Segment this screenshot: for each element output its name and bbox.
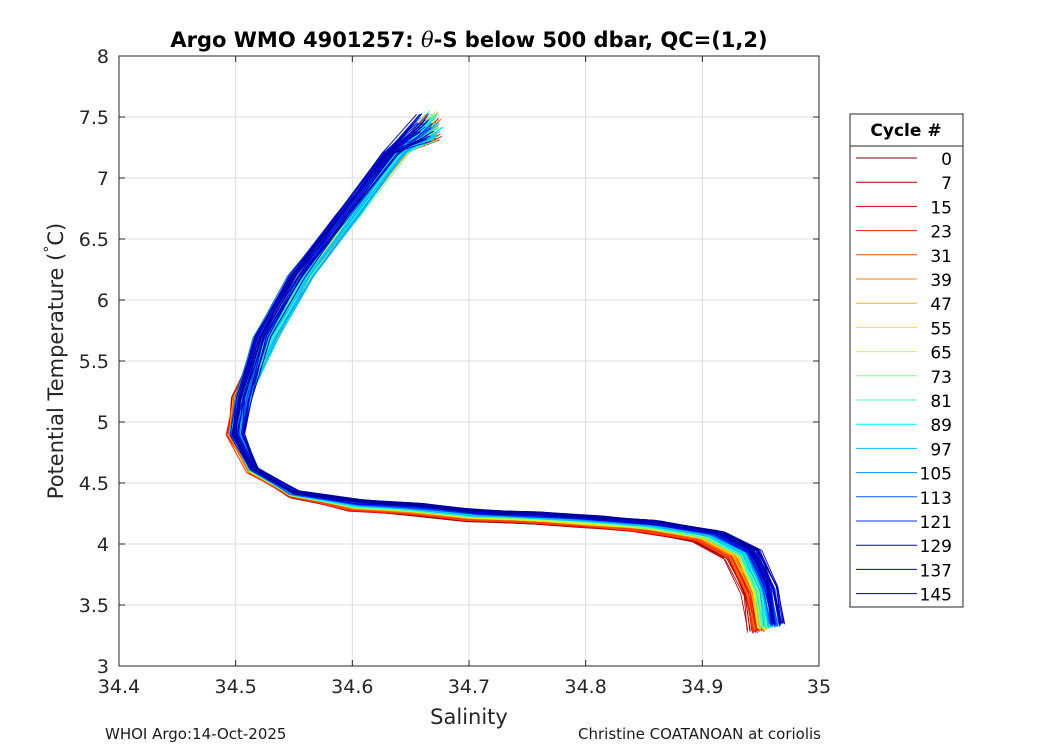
legend-label: 137 [920,561,952,581]
legend-label: 39 [930,271,952,291]
legend-label: 145 [920,586,952,606]
legend-label: 89 [930,416,952,436]
legend-label: 81 [930,392,952,412]
profile-lines [225,110,786,634]
y-tick-label: 3 [97,656,109,678]
x-tick-label: 34.6 [331,676,373,698]
y-tick-label: 4.5 [79,473,109,495]
y-tick-label: 7 [97,168,109,190]
legend: Cycle # 0 7 15 23 31 39 47 55 65 73 81 89 97 105 113 12… [849,113,964,608]
chart-title: Argo WMO 4901257: θ-S below 500 dbar, QC… [170,28,767,52]
y-tick-label: 5 [97,412,109,434]
legend-label: 65 [930,344,952,364]
legend-label: 23 [930,223,952,243]
x-tick-label: 34.4 [98,676,140,698]
x-tick-label: 34.9 [681,676,723,698]
legend-label: 121 [920,513,952,533]
legend-box [849,113,964,608]
x-tick-label: 35 [807,676,831,698]
y-tick-label: 6 [97,290,109,312]
y-tick-label: 7.5 [79,107,109,129]
legend-label: 105 [920,465,952,485]
axis-ticks: 34.4 34.5 34.6 34.7 34.8 34.9 35 3 3.5 4 4.5 5 5.5 6 6… [79,46,831,698]
x-axis-label: Salinity [430,705,508,729]
legend-label: 7 [941,174,952,194]
legend-label: 47 [930,295,952,315]
cycle-profile-line [234,122,785,624]
y-tick-label: 3.5 [79,595,109,617]
y-axis-label: Potential Temperature (°C) [42,223,68,499]
y-tick-label: 5.5 [79,351,109,373]
x-tick-label: 34.5 [215,676,257,698]
legend-title: Cycle # [870,121,941,141]
y-tick-label: 8 [97,46,109,68]
y-tick-label: 6.5 [79,229,109,251]
legend-label: 97 [930,440,952,460]
legend-label: 15 [930,198,952,218]
legend-label: 129 [920,537,952,557]
footer-author: Christine COATANOAN at coriolis [578,725,821,743]
y-tick-label: 4 [97,534,109,556]
x-tick-label: 34.8 [565,676,607,698]
legend-label: 0 [941,150,952,170]
legend-label: 31 [930,247,952,267]
legend-label: 73 [930,368,952,388]
cycle-profile-line [242,135,774,625]
legend-label: 55 [930,319,952,339]
x-tick-label: 34.7 [448,676,490,698]
legend-label: 113 [920,489,952,509]
footer-credit: WHOI Argo:14-Oct-2025 [105,725,287,743]
